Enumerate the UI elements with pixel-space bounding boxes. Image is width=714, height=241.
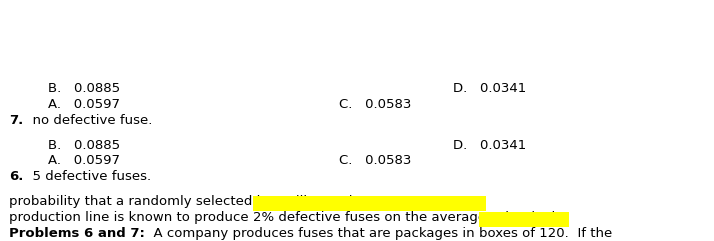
Text: boxes of 120.: boxes of 120. [479,227,569,240]
Text: B.   0.0885: B. 0.0885 [48,139,120,152]
Text: production line is known to produce: production line is known to produce [9,211,253,224]
Text: 6.: 6. [9,170,24,183]
Text: D.   0.0341: D. 0.0341 [453,139,527,152]
Text: A.   0.0597: A. 0.0597 [48,98,120,111]
Text: A company produces fuses that are packages in: A company produces fuses that are packag… [145,227,479,240]
Text: D.   0.0341: D. 0.0341 [453,82,527,95]
Text: , what is the: , what is the [486,211,568,224]
Text: A.   0.0597: A. 0.0597 [48,154,120,167]
Text: If the: If the [569,227,612,240]
Text: probability that a randomly selected box will contain: probability that a randomly selected box… [9,195,361,208]
Text: C.   0.0583: C. 0.0583 [339,98,411,111]
Text: C.   0.0583: C. 0.0583 [339,154,411,167]
Text: 7.: 7. [9,114,24,127]
Text: B.   0.0885: B. 0.0885 [48,82,120,95]
Text: 2% defective fuses on the average: 2% defective fuses on the average [253,211,486,224]
Text: 5 defective fuses.: 5 defective fuses. [24,170,151,183]
Text: Problems 6 and 7:: Problems 6 and 7: [9,227,145,240]
Text: no defective fuse.: no defective fuse. [24,114,152,127]
